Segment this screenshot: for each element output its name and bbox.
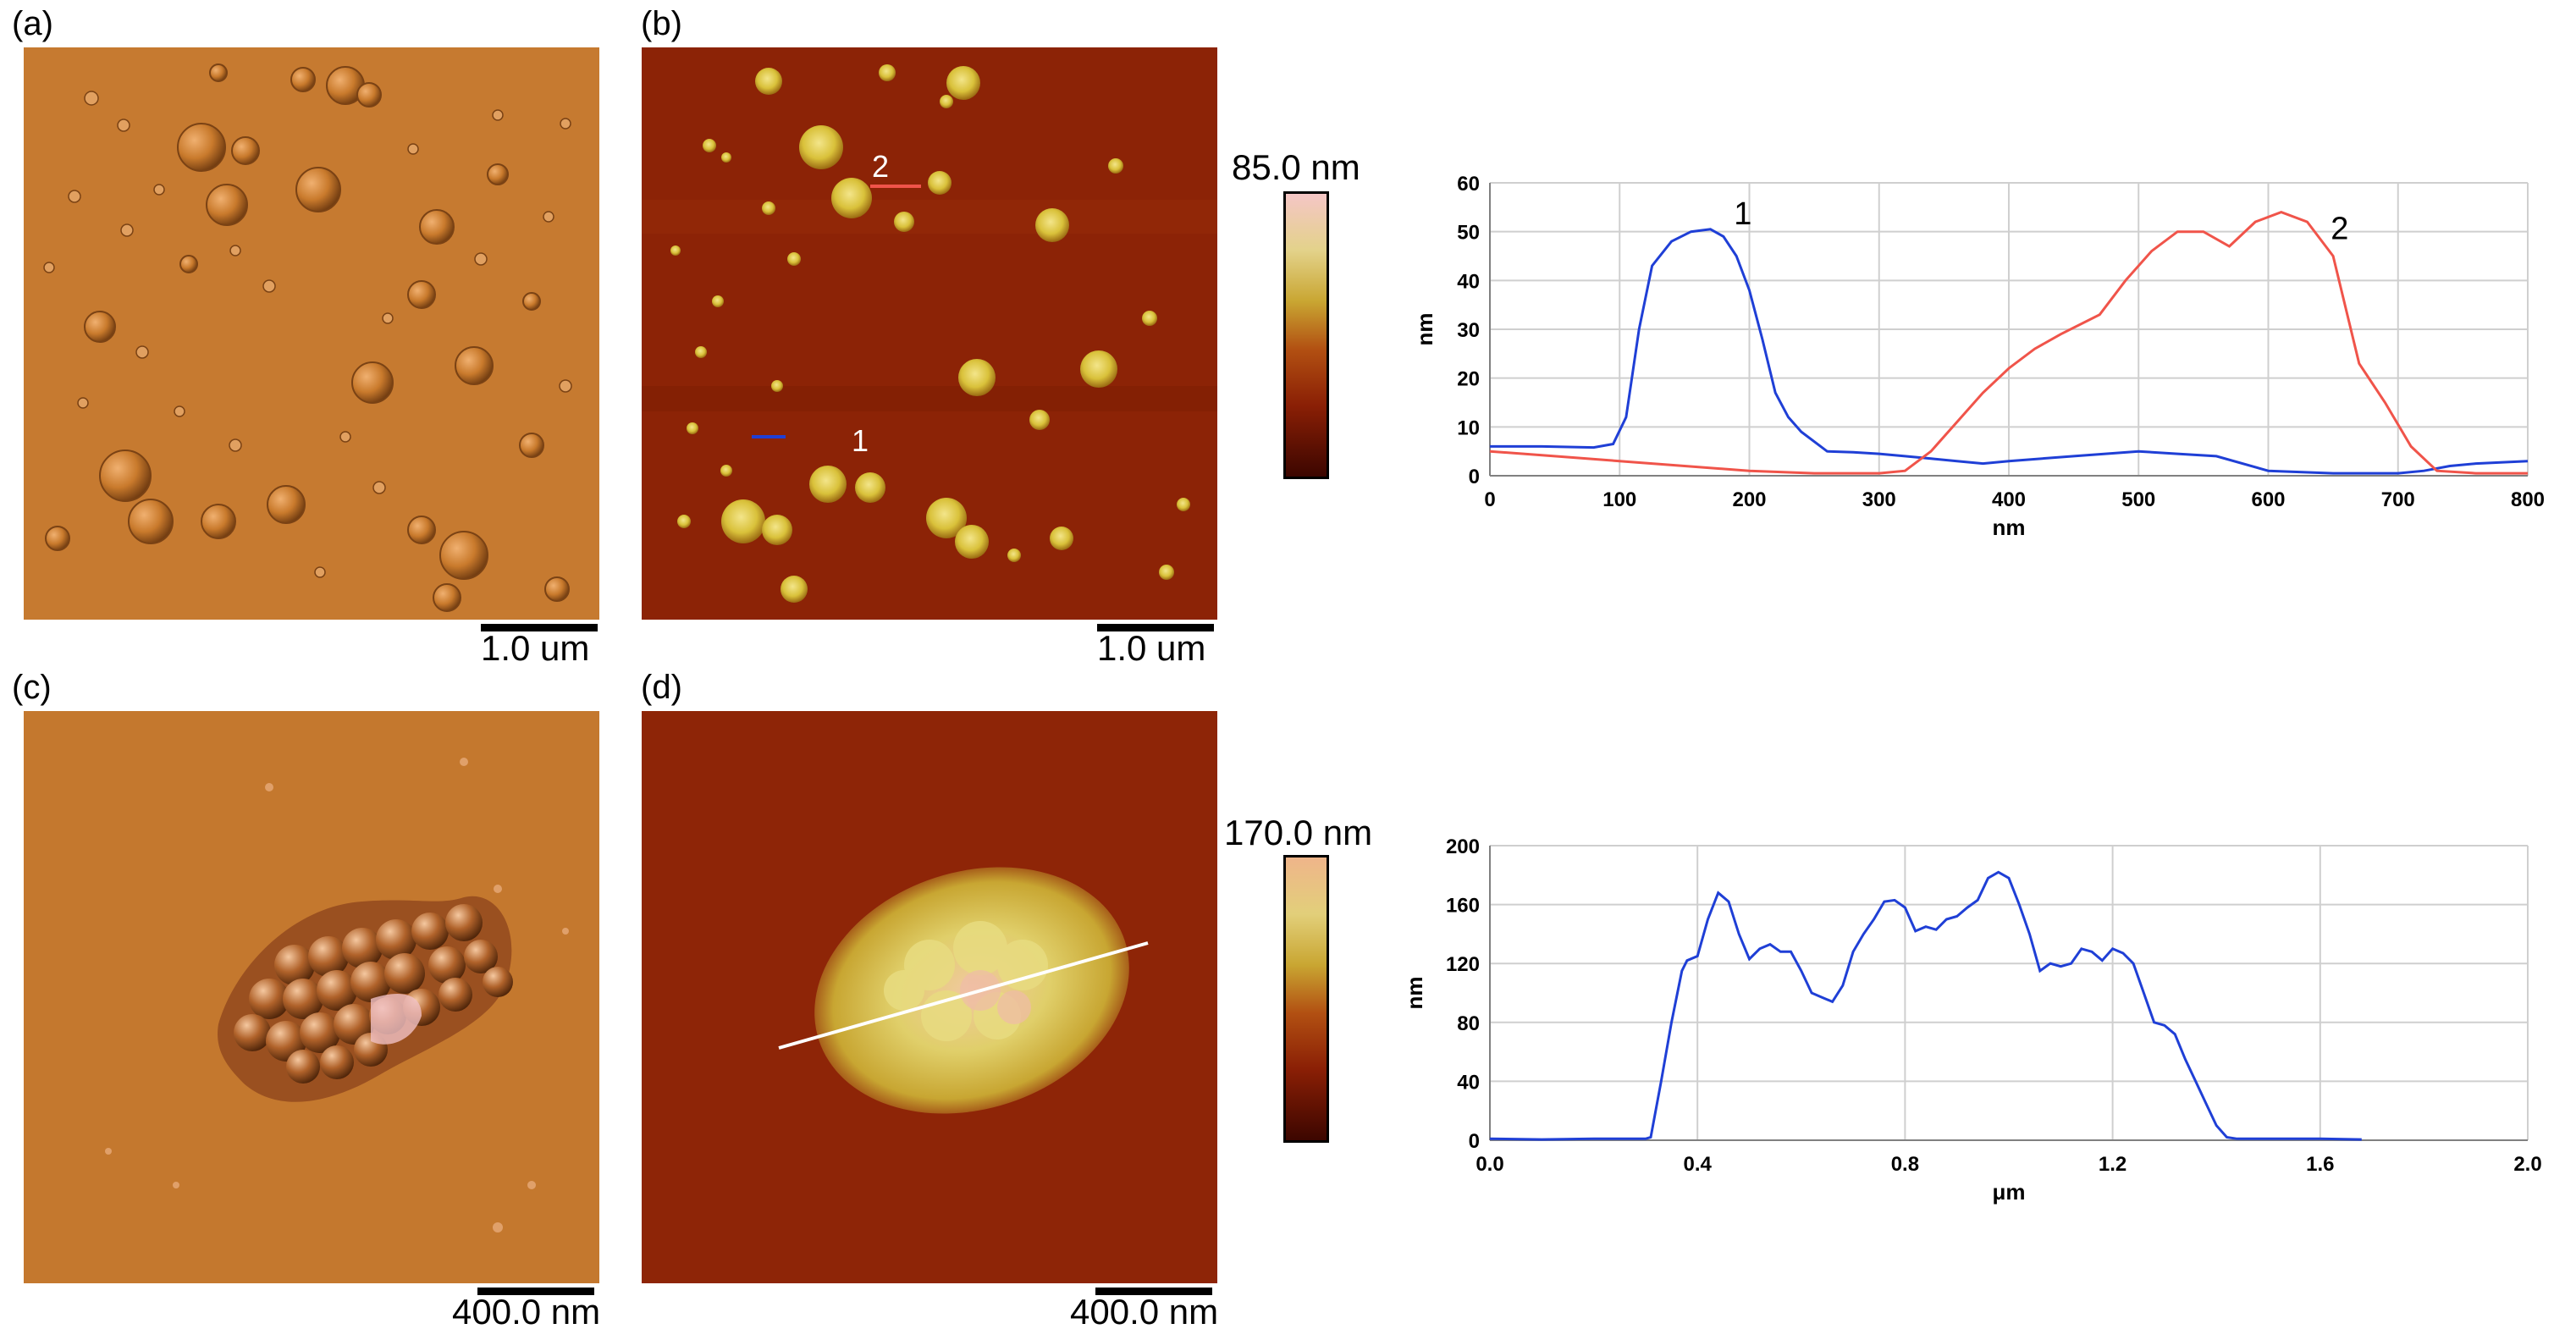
chart2-series [1489,870,2362,1141]
chart1-x-tick-labels: 0 100 200 300 400 500 600 700 800 [1484,488,2545,511]
x-tick-label: 800 [2511,488,2545,511]
chart2-x-tick-labels: 0.0 0.4 0.8 1.2 1.6 2.0 [1476,1153,2541,1176]
chart2-gridlines [1489,845,2529,1141]
colorbar-max-d: 170.0 nm [1224,813,1373,852]
chart2-y-tick-labels: 0 40 80 120 160 200 [1446,835,1480,1153]
panel-label-c: (c) [12,669,52,706]
height-image-b [642,47,1217,620]
x-tick-label: 1.2 [2099,1153,2126,1176]
y-tick-label: 120 [1446,953,1480,976]
y-tick-label: 160 [1446,895,1480,918]
series-line-2 [1489,210,2528,475]
amplitude-image-a [24,47,599,620]
x-tick-label: 600 [2251,488,2285,511]
profile-chart-2: 0.0 0.4 0.8 1.2 1.6 2.0 0 40 80 120 160 200 μm nm [1405,835,2542,1205]
scalebar-d [1095,1288,1212,1295]
panel-label-a: (a) [12,5,53,42]
x-tick-label: 0.4 [1684,1153,1713,1176]
chart1-series-label-1: 1 [1734,196,1751,232]
profile-marker-1: 1 [852,423,869,458]
x-tick-label: 1.6 [2306,1153,2334,1176]
x-tick-label: 700 [2381,488,2415,511]
y-tick-label: 30 [1457,319,1480,342]
x-tick-label: 0 [1484,488,1495,511]
chart1-y-axis-label: nm [1412,313,1437,346]
chart1-gridlines [1489,182,2529,477]
x-tick-label: 2.0 [2513,1153,2541,1176]
y-tick-label: 10 [1457,416,1480,439]
y-tick-label: 0 [1469,466,1480,488]
chart1-x-axis-label: nm [1993,515,2026,540]
x-tick-label: 500 [2121,488,2155,511]
x-tick-label: 200 [1732,488,1766,511]
y-tick-label: 50 [1457,222,1480,245]
x-tick-label: 400 [1992,488,2026,511]
scalebar-b [1097,624,1214,631]
colorbar-d [1283,855,1329,1143]
chart2-y-axis-label: nm [1405,977,1427,1010]
y-tick-label: 40 [1457,1071,1480,1094]
scalebar-c [477,1288,594,1295]
chart2-x-axis-label: μm [1992,1179,2025,1205]
x-tick-label: 100 [1602,488,1636,511]
height-image-d [642,711,1217,1283]
x-tick-label: 0.8 [1891,1153,1919,1176]
scale-label-b: 1.0 um [1097,628,1206,668]
series-line-1 [1489,870,2362,1141]
amplitude-image-c [24,711,599,1283]
y-tick-label: 40 [1457,270,1480,293]
x-tick-label: 300 [1862,488,1896,511]
series-line-1 [1490,228,2529,475]
y-tick-label: 0 [1469,1130,1480,1153]
y-tick-label: 200 [1446,835,1480,858]
profile-marker-2: 2 [872,149,890,184]
y-tick-label: 20 [1457,368,1480,391]
chart2-axes [1489,846,2528,1141]
chart1-y-tick-labels: 0 10 20 30 40 50 60 [1457,173,1480,488]
chart1-axes [1489,183,2528,477]
y-tick-label: 80 [1457,1012,1480,1035]
chart1-series-label-2: 2 [2331,211,2348,246]
panel-label-d: (d) [641,669,682,706]
chart1-series [1489,210,2529,475]
colorbar-b [1283,191,1329,479]
profile-chart-1: 0 100 200 300 400 500 600 700 800 0102030405060 … [1412,173,2545,540]
scale-label-c: 400.0 nm [452,1292,601,1332]
colorbar-max-b: 85.0 nm [1232,147,1360,187]
panel-label-b: (b) [641,5,682,42]
scale-label-d: 400.0 nm [1070,1292,1219,1332]
scalebar-a [481,624,598,631]
y-tick-label: 60 [1457,173,1480,196]
scale-label-a: 1.0 um [481,628,590,668]
x-tick-label: 0.0 [1476,1153,1503,1176]
